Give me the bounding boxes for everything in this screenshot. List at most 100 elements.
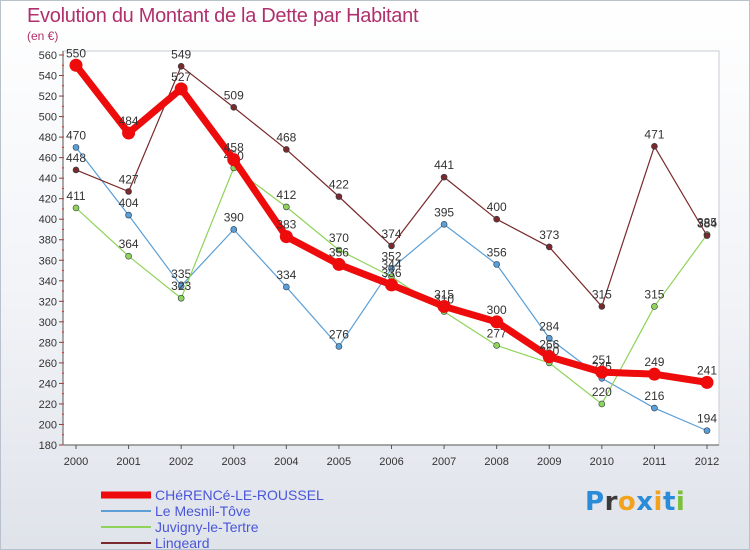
data-point — [332, 257, 346, 271]
logo-letter: o — [617, 487, 637, 517]
data-label: 458 — [224, 141, 244, 155]
data-point — [174, 82, 188, 96]
data-label: 356 — [487, 245, 507, 259]
x-tick-label: 2003 — [222, 456, 246, 468]
y-tick-label: 480 — [39, 132, 57, 144]
data-point — [651, 404, 658, 412]
proxiti-logo: Proxiti — [585, 487, 685, 517]
data-label: 356 — [329, 245, 349, 259]
chart-unit: (en €) — [27, 29, 59, 43]
y-tick-label: 380 — [39, 235, 57, 247]
data-label: 374 — [381, 227, 401, 241]
data-point — [125, 188, 132, 195]
data-point — [595, 365, 609, 379]
data-label: 251 — [592, 353, 612, 367]
data-point — [335, 246, 343, 254]
data-label: 336 — [381, 266, 401, 280]
y-tick-label: 500 — [39, 112, 57, 124]
data-point — [72, 166, 80, 174]
data-point — [283, 203, 290, 211]
data-point — [69, 58, 83, 72]
data-label: 364 — [119, 237, 139, 251]
data-label: 277 — [487, 326, 507, 340]
data-point — [177, 294, 185, 302]
data-label: 315 — [592, 287, 612, 301]
y-tick-label: 460 — [39, 153, 57, 165]
y-tick-label: 200 — [39, 419, 57, 431]
x-tick-label: 2011 — [643, 456, 667, 468]
y-tick-label: 320 — [39, 296, 57, 308]
legend-label: Le Mesnil-Tôve — [155, 503, 251, 519]
legend-swatch — [101, 542, 151, 544]
data-point — [335, 343, 343, 350]
legend-label: CHéRENCé-LE-ROUSSEL — [155, 487, 324, 503]
data-label: 334 — [276, 268, 296, 282]
data-label: 384 — [697, 217, 717, 231]
y-tick-label: 420 — [39, 194, 57, 206]
data-point — [703, 427, 711, 434]
data-point — [230, 104, 238, 111]
data-point — [385, 278, 398, 292]
x-tick-label: 2002 — [169, 456, 193, 468]
chart-title: Evolution du Montant de la Dette par Hab… — [27, 5, 419, 27]
data-point — [227, 153, 241, 167]
data-point — [651, 143, 658, 150]
data-point — [651, 303, 658, 310]
data-label: 335 — [171, 267, 191, 281]
data-point — [125, 252, 132, 260]
data-label: 550 — [66, 46, 86, 60]
data-label: 448 — [66, 151, 86, 165]
x-tick-label: 2004 — [274, 456, 298, 468]
data-label: 194 — [697, 412, 717, 426]
data-point — [279, 230, 293, 244]
data-label: 411 — [66, 189, 85, 203]
data-label: 427 — [119, 173, 139, 187]
data-point — [177, 282, 185, 290]
data-label: 471 — [644, 127, 664, 141]
data-point — [493, 342, 500, 349]
data-label: 484 — [119, 114, 139, 128]
data-point — [388, 242, 395, 250]
data-point — [230, 226, 238, 233]
data-label: 383 — [276, 218, 296, 232]
legend-swatch — [101, 526, 151, 528]
data-point — [598, 400, 606, 408]
data-point — [335, 193, 343, 200]
data-label: 468 — [276, 130, 296, 144]
data-point — [700, 375, 714, 389]
y-tick-label: 540 — [39, 71, 57, 83]
x-tick-label: 2012 — [695, 456, 719, 468]
data-label: 249 — [644, 355, 664, 369]
logo-letter: P — [585, 487, 605, 517]
data-point — [542, 350, 556, 364]
data-label: 344 — [381, 258, 401, 272]
data-point — [493, 215, 500, 223]
y-tick-label: 300 — [39, 317, 57, 329]
y-tick-label: 440 — [39, 173, 57, 185]
y-tick-label: 240 — [39, 378, 57, 390]
x-tick-label: 2008 — [484, 456, 508, 468]
data-point — [545, 334, 553, 342]
y-tick-label: 260 — [39, 358, 57, 370]
data-label: 220 — [592, 385, 612, 399]
data-label: 390 — [224, 210, 244, 224]
data-point — [72, 204, 80, 212]
data-label: 315 — [434, 287, 454, 301]
x-tick-label: 2001 — [116, 456, 140, 468]
logo-letter: i — [653, 487, 663, 517]
logo-letter: t — [662, 487, 676, 517]
y-tick-label: 400 — [39, 214, 57, 226]
x-tick-label: 2000 — [64, 456, 88, 468]
data-label: 284 — [539, 319, 559, 333]
data-label: 315 — [644, 287, 664, 301]
data-label: 323 — [171, 279, 191, 293]
data-label: 300 — [487, 303, 507, 317]
legend-swatch — [101, 491, 151, 499]
data-point — [490, 315, 504, 329]
data-label: 241 — [697, 363, 717, 377]
logo-letter: r — [604, 487, 618, 517]
data-label: 373 — [539, 228, 559, 242]
x-tick-label: 2009 — [537, 456, 561, 468]
